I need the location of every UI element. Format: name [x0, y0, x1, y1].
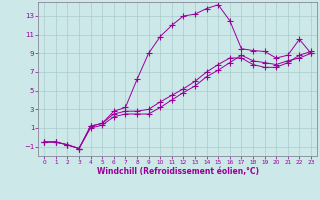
X-axis label: Windchill (Refroidissement éolien,°C): Windchill (Refroidissement éolien,°C) [97, 167, 259, 176]
